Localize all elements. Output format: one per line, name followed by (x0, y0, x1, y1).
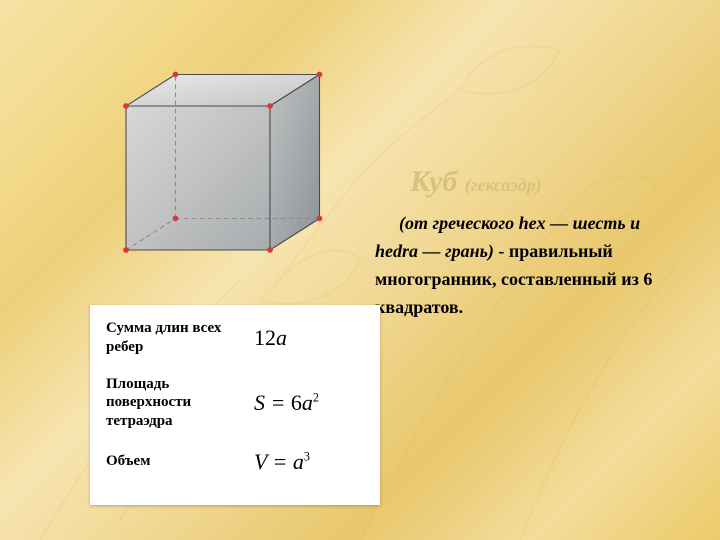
desc-line2-it: hedra — грань) (375, 241, 494, 261)
desc-line3: квадратов. (375, 297, 463, 317)
row-formula: S = 6a2 (246, 390, 364, 416)
table-row: ОбъемV = a3 (106, 449, 364, 475)
formula-table: Сумма длин всех ребер12aПлощадь поверхно… (90, 305, 380, 505)
table-row: Сумма длин всех ребер12a (106, 319, 364, 357)
title: Куб (гексаэдр) (410, 165, 542, 199)
slide-root: Куб (гексаэдр) (от греческого hex — шест… (0, 0, 720, 540)
row-label: Площадь поверхности тетраэдра (106, 375, 246, 431)
title-sub: (гексаэдр) (465, 175, 542, 195)
table-row: Площадь поверхности тетраэдраS = 6a2 (106, 375, 364, 431)
cube-svg (90, 35, 360, 285)
row-label: Объем (106, 452, 246, 471)
row-formula: V = a3 (246, 449, 364, 475)
row-label: Сумма длин всех ребер (106, 319, 246, 357)
description: (от греческого hex — шесть и hedra — гра… (375, 210, 685, 322)
row-formula: 12a (246, 325, 364, 351)
cube-illustration (90, 35, 360, 285)
title-main: Куб (410, 165, 457, 198)
desc-line1: (от греческого hex — шесть и (399, 213, 640, 233)
